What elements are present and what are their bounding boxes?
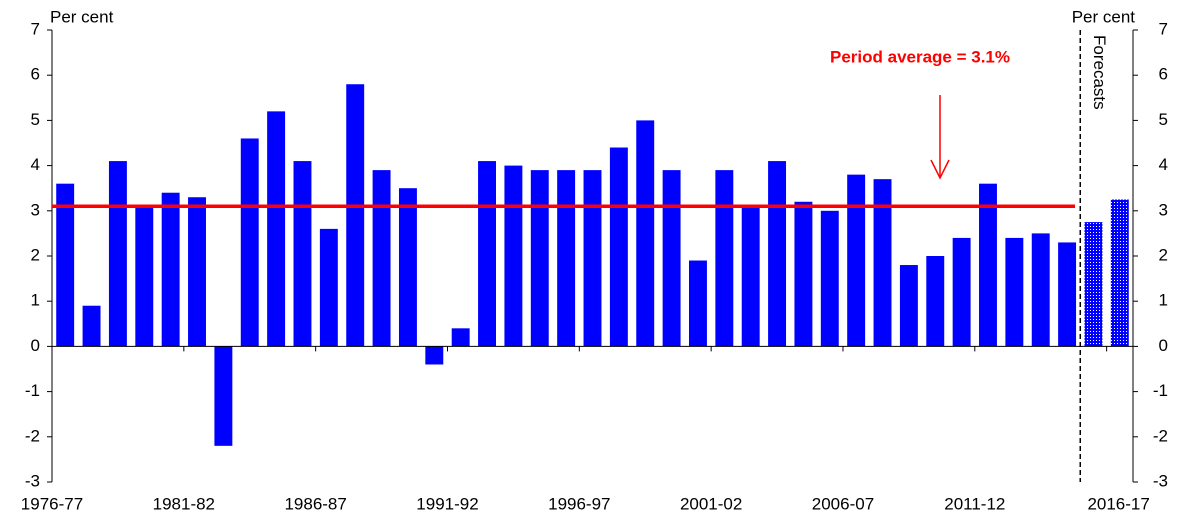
bar (240, 138, 259, 347)
bar (1005, 237, 1024, 347)
bar (188, 197, 206, 347)
forecast-label: Forecasts (1090, 35, 1109, 110)
y-tick-label: 4 (31, 155, 40, 174)
y2-tick-label: -2 (1153, 426, 1168, 445)
y2-tick-label: 0 (1159, 336, 1168, 355)
y-tick-label: -1 (25, 381, 40, 400)
bar (319, 228, 338, 347)
bar (161, 192, 180, 347)
bar (346, 84, 365, 347)
x-tick-label: 1991-92 (416, 494, 478, 513)
bar (293, 161, 312, 347)
y-tick-label: 5 (31, 110, 40, 129)
bar (794, 201, 813, 347)
bar (1031, 233, 1050, 347)
y-tick-label: 1 (31, 291, 40, 310)
x-tick-label: 1981-82 (153, 494, 215, 513)
x-tick-label: 1986-87 (284, 494, 346, 513)
annotation: Period average = 3.1% (830, 47, 1010, 66)
bar (609, 147, 628, 347)
bar (372, 170, 391, 347)
y2-tick-label: 4 (1159, 155, 1168, 174)
bar (662, 170, 681, 347)
y2-tick-label: 7 (1159, 19, 1168, 38)
bar (583, 170, 602, 347)
y-tick-label: 2 (31, 245, 40, 264)
y-tick-label: 0 (31, 336, 40, 355)
bar (425, 346, 444, 365)
bar (82, 305, 101, 347)
bar (267, 111, 286, 347)
x-tick-label: 1976-77 (21, 494, 83, 513)
y2-tick-label: 3 (1159, 200, 1168, 219)
y-tick-label: -2 (25, 426, 40, 445)
bar (478, 161, 497, 347)
bar (214, 346, 233, 446)
bar (530, 170, 549, 347)
bar (56, 183, 75, 347)
bar (557, 170, 576, 347)
x-tick-label: 2006-07 (812, 494, 874, 513)
y2-tick-label: 6 (1159, 65, 1168, 84)
bar (1110, 199, 1129, 347)
bar (768, 161, 787, 347)
y2-axis-label: Per cent (1072, 7, 1136, 26)
bar (820, 210, 839, 347)
x-tick-label: 2016-17 (1087, 494, 1149, 513)
y2-tick-label: 2 (1159, 245, 1168, 264)
bar (899, 265, 918, 347)
y-tick-label: 3 (31, 200, 40, 219)
x-tick-label: 1996-97 (548, 494, 610, 513)
arrow-head (930, 159, 950, 180)
y-tick-label: -3 (25, 471, 40, 490)
bar (979, 183, 997, 347)
bar (1058, 242, 1077, 347)
bar (715, 170, 734, 347)
bar (108, 161, 127, 347)
bar (451, 328, 470, 347)
bar (1084, 222, 1103, 347)
x-tick-label: 2011-12 (944, 494, 1005, 513)
bar (741, 206, 760, 347)
y2-tick-label: 1 (1159, 291, 1168, 310)
bar (847, 174, 866, 347)
bar (926, 256, 945, 347)
y-axis-label: Per cent (50, 7, 114, 26)
bar (952, 237, 971, 347)
x-tick-label: 2001-02 (680, 494, 742, 513)
bar (504, 165, 523, 347)
bar (135, 206, 154, 347)
y-tick-label: 6 (31, 65, 40, 84)
bar (873, 179, 892, 347)
y-tick-label: 7 (31, 19, 40, 38)
bar (688, 260, 707, 347)
y2-tick-label: -3 (1153, 471, 1168, 490)
y2-tick-label: 5 (1159, 110, 1168, 129)
bar (398, 188, 417, 347)
bar (636, 120, 655, 347)
y2-tick-label: -1 (1153, 381, 1168, 400)
